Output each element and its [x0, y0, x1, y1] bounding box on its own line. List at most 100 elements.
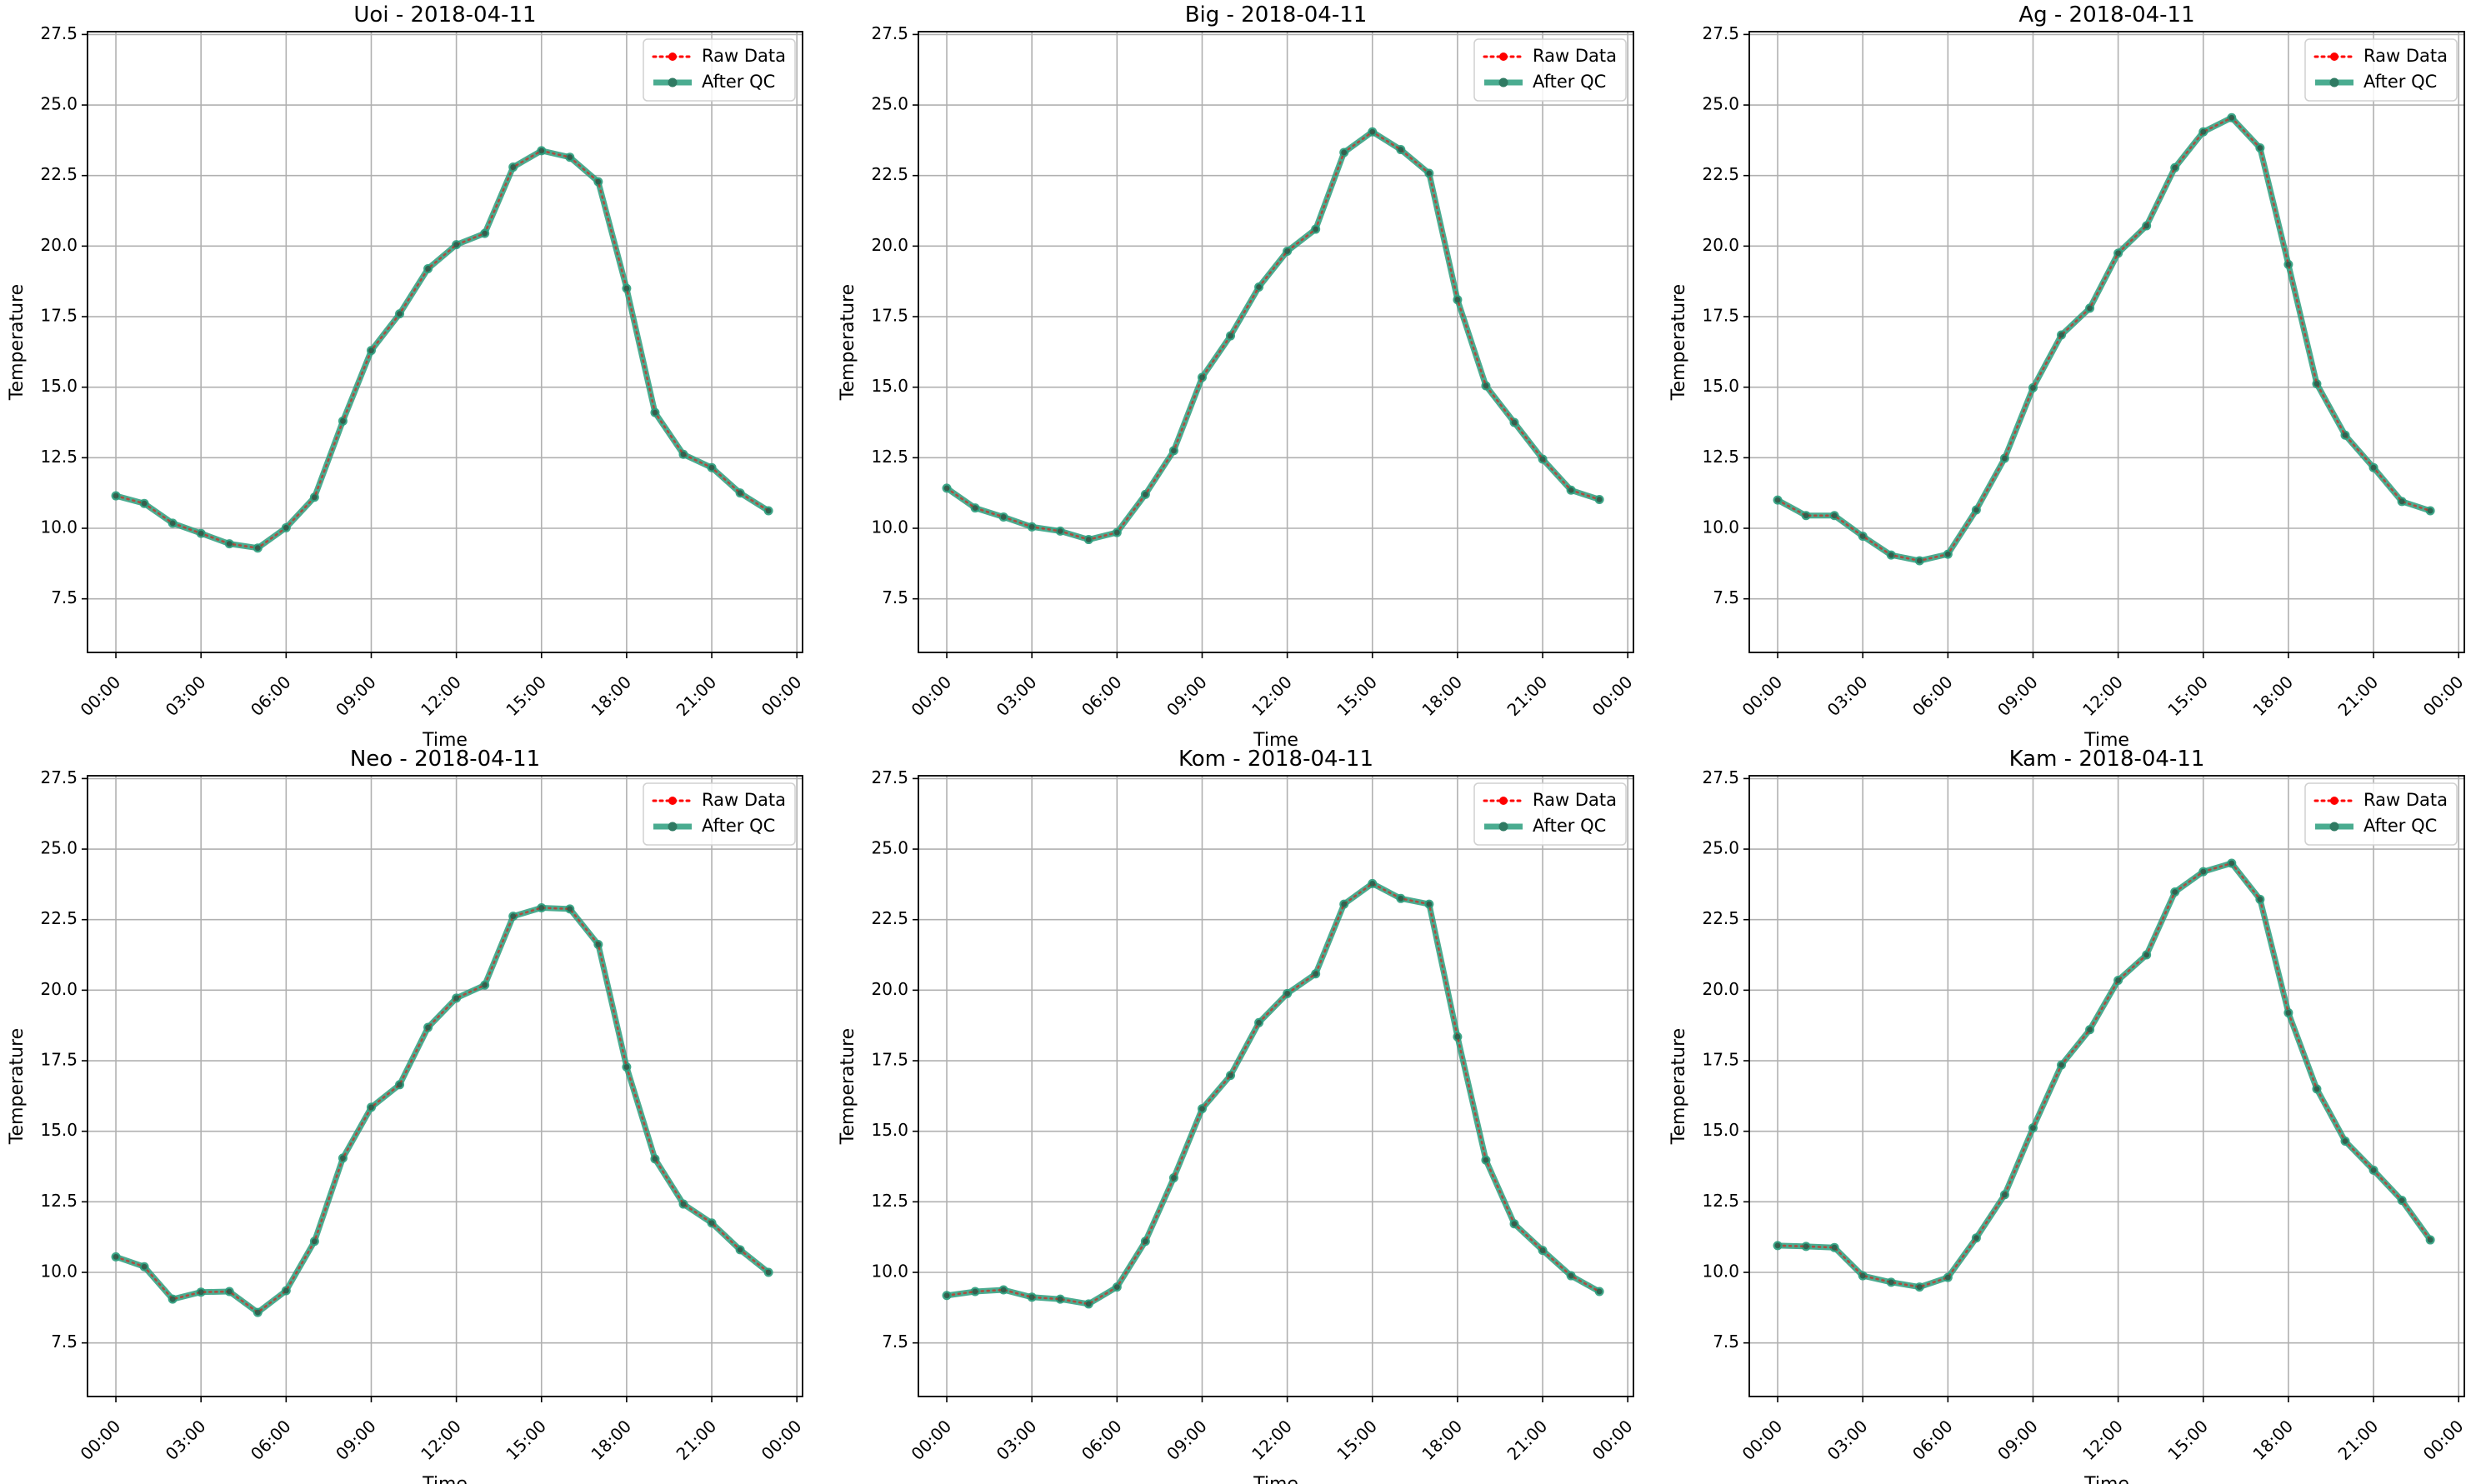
x-tick-label: 03:00 [1823, 1416, 1872, 1464]
data-point-raw-data [1171, 1175, 1177, 1181]
y-tick-label: 12.5 [1702, 447, 1739, 467]
data-point-raw-data [1199, 374, 1205, 381]
data-point-raw-data [737, 490, 743, 497]
series-line-raw-data [114, 907, 770, 1314]
data-point-raw-data [1859, 1272, 1866, 1279]
x-tick-label: 03:00 [993, 1416, 1041, 1464]
legend-marker-raw-data [1499, 797, 1508, 805]
data-point-raw-data [226, 541, 233, 547]
data-point-raw-data [2313, 1086, 2320, 1092]
legend-label-raw-data: Raw Data [1533, 790, 1617, 810]
y-tick-label: 10.0 [40, 1262, 78, 1282]
y-tick-label: 22.5 [1702, 908, 1739, 928]
data-point-raw-data [1568, 1272, 1574, 1279]
plot-frame [918, 31, 1634, 653]
data-point-raw-data [765, 507, 772, 514]
y-tick-label: 20.0 [871, 979, 908, 999]
data-point-raw-data [595, 942, 602, 947]
x-tick-label: 21:00 [2334, 1416, 2383, 1464]
y-tick-label: 12.5 [40, 447, 78, 467]
chart-title: Ag - 2018-04-11 [2018, 2, 2194, 27]
y-tick-label: 17.5 [1702, 1050, 1739, 1070]
data-point-raw-data [2002, 1192, 2008, 1198]
data-point-raw-data [2087, 1027, 2093, 1033]
legend: Raw Data After QC [1473, 38, 1627, 102]
data-point-raw-data [1313, 226, 1319, 232]
y-tick-label: 12.5 [871, 447, 908, 467]
y-tick-label: 20.0 [40, 979, 78, 999]
data-point-raw-data [1113, 1284, 1120, 1291]
x-tick-label: 15:00 [1333, 1416, 1381, 1464]
x-tick-label: 21:00 [1503, 1416, 1552, 1464]
y-tick-label: 7.5 [882, 1332, 908, 1352]
legend: Raw Data After QC [643, 782, 796, 846]
x-tick-label: 09:00 [1993, 672, 2042, 720]
y-axis-label: Temperature [838, 284, 858, 401]
data-point-raw-data [623, 285, 630, 292]
data-point-raw-data [1284, 248, 1291, 254]
legend-marker-raw-data [1499, 52, 1508, 61]
chart-title: Neo - 2018-04-11 [350, 747, 540, 772]
data-point-raw-data [1596, 497, 1603, 502]
data-point-raw-data [1454, 1033, 1461, 1040]
y-tick-label: 10.0 [871, 517, 908, 537]
data-point-raw-data [567, 906, 573, 912]
y-tick-label: 27.5 [871, 23, 908, 43]
x-tick-label: 12:00 [1248, 1416, 1296, 1464]
data-point-raw-data [1256, 284, 1262, 290]
subplot-3: 00:00 03:00 06:00 09:00 12:00 15:00 18:00 21:00… [1668, 2, 2467, 751]
data-point-raw-data [141, 1263, 148, 1270]
x-axis-label: Time [422, 1474, 468, 1484]
plot-area [918, 776, 1633, 1397]
plot-frame [1748, 31, 2465, 653]
y-tick-label: 7.5 [1713, 587, 1739, 607]
data-point-raw-data [1831, 1244, 1838, 1251]
x-tick-label: 03:00 [162, 672, 210, 720]
data-point-raw-data [2002, 455, 2008, 462]
x-tick-label: 03:00 [993, 672, 1041, 720]
y-tick-label: 27.5 [40, 767, 78, 787]
y-tick-label: 10.0 [1702, 517, 1739, 537]
x-tick-label: 06:00 [1078, 672, 1126, 720]
data-point-raw-data [226, 1288, 233, 1295]
x-tick-label: 00:00 [758, 1416, 806, 1464]
data-point-raw-data [1973, 507, 1979, 513]
data-point-raw-data [1426, 901, 1433, 907]
y-tick-label: 27.5 [871, 767, 908, 787]
data-point-raw-data [1539, 1247, 1546, 1253]
y-axis-label: Temperature [7, 284, 28, 401]
data-point-raw-data [1973, 1235, 1979, 1242]
data-point-raw-data [113, 1253, 119, 1260]
data-point-raw-data [397, 1082, 403, 1088]
data-point-raw-data [1228, 1072, 1233, 1079]
y-tick-label: 10.0 [1702, 1262, 1739, 1282]
legend-marker-after-qc [2329, 822, 2339, 832]
data-point-raw-data [141, 500, 148, 507]
data-point-raw-data [2228, 860, 2235, 867]
data-point-raw-data [1888, 1279, 1894, 1286]
data-point-raw-data [1426, 170, 1433, 177]
y-tick-label: 17.5 [40, 1050, 78, 1070]
y-tick-label: 22.5 [871, 908, 908, 928]
y-tick-label: 17.5 [1702, 306, 1739, 326]
x-tick-label: 09:00 [1163, 672, 1211, 720]
legend-label-after-qc: After QC [2363, 816, 2437, 836]
x-tick-label: 21:00 [673, 1416, 721, 1464]
x-axis-label: Time [422, 730, 468, 751]
legend-marker-raw-data [668, 797, 677, 805]
y-tick-label: 20.0 [1702, 979, 1739, 999]
y-tick-label: 27.5 [40, 23, 78, 43]
series-line-raw-data [1776, 116, 2432, 562]
x-axis-label: Time [1253, 1474, 1298, 1484]
data-point-raw-data [1085, 1301, 1092, 1307]
data-point-raw-data [169, 1296, 176, 1302]
legend: Raw Data After QC [1473, 782, 1627, 846]
y-tick-label: 20.0 [1702, 235, 1739, 255]
data-point-raw-data [2228, 114, 2235, 121]
x-tick-label: 12:00 [2078, 1416, 2127, 1464]
x-tick-label: 12:00 [417, 672, 465, 720]
y-axis-label: Temperature [1668, 284, 1689, 401]
y-tick-label: 27.5 [1702, 767, 1739, 787]
x-tick-label: 21:00 [673, 672, 721, 720]
